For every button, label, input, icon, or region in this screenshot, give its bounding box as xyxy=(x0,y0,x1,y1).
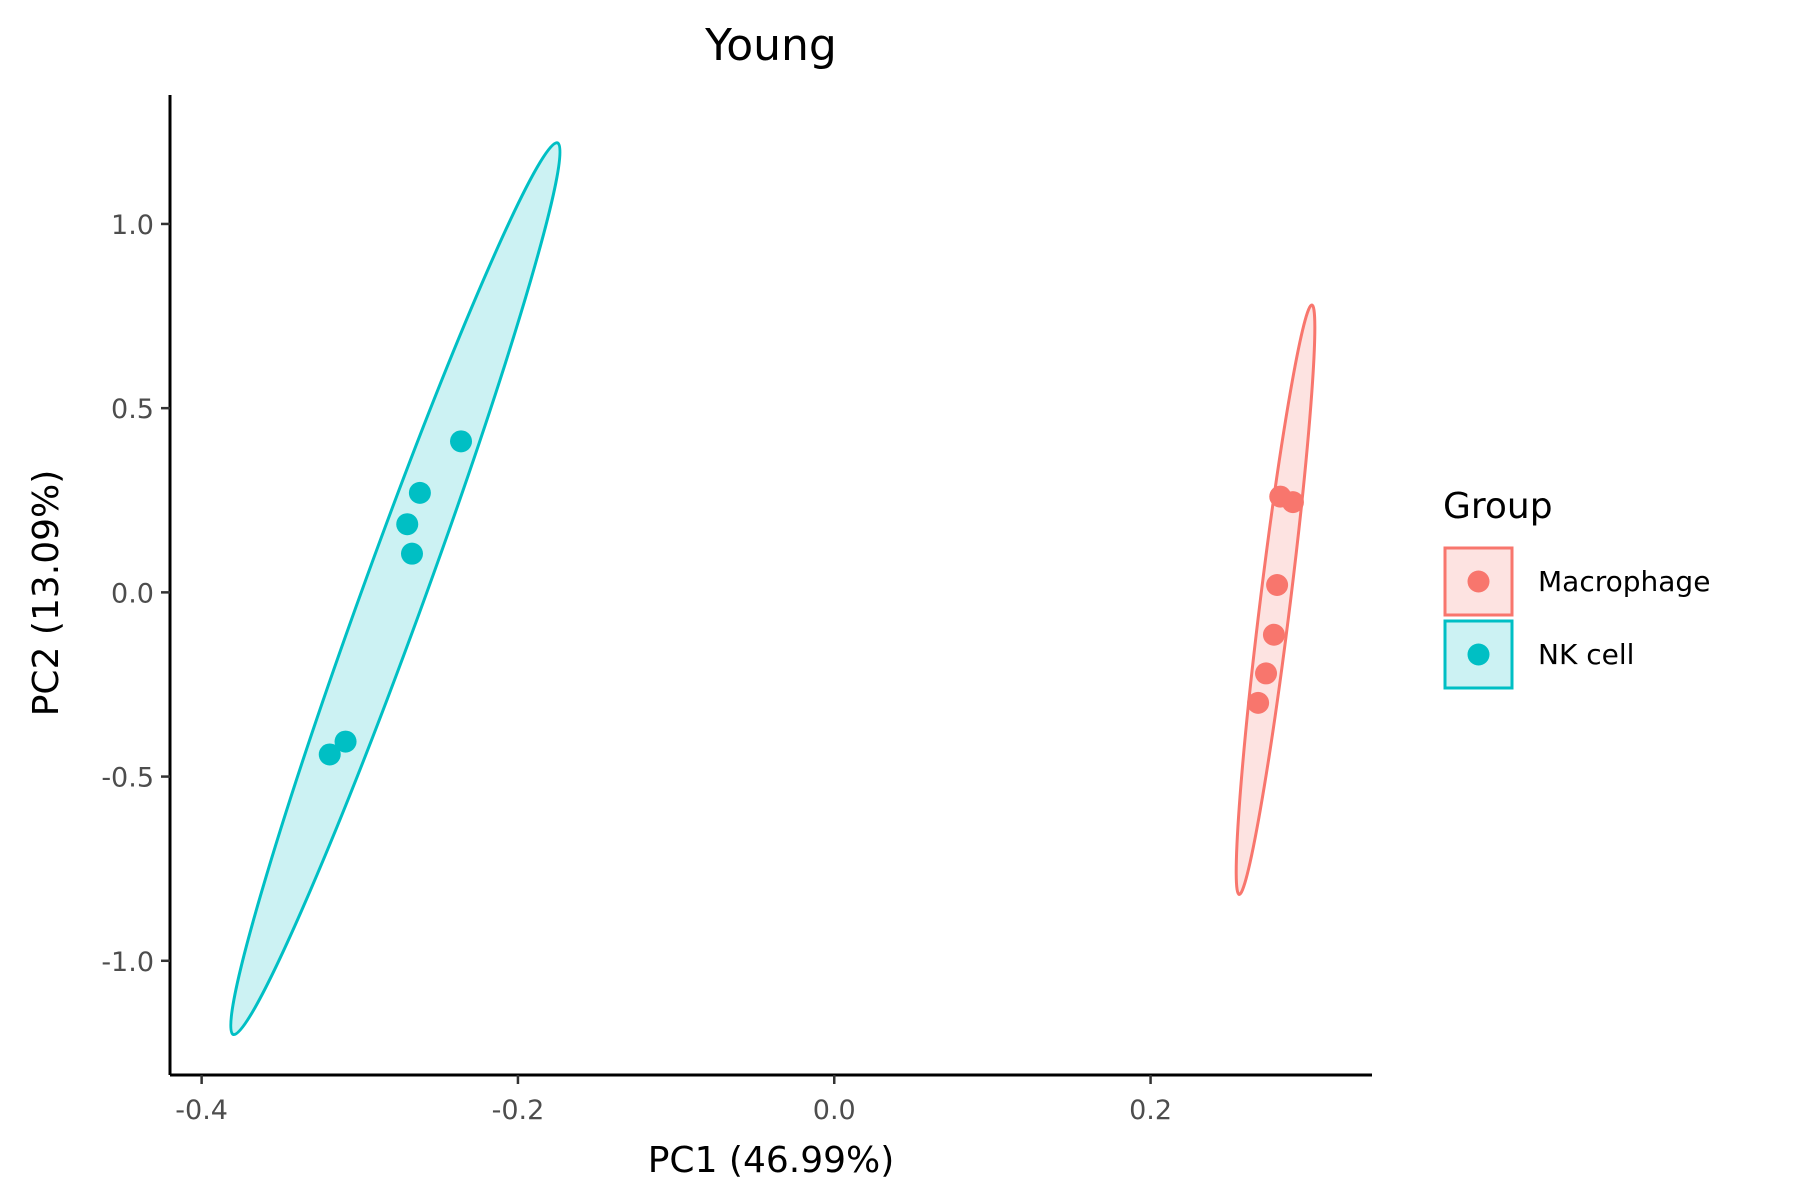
data-point xyxy=(1266,574,1289,596)
legend-label: Macrophage xyxy=(1538,565,1710,598)
data-point xyxy=(1247,691,1270,714)
data-point xyxy=(450,430,473,453)
chart-title: Young xyxy=(704,20,837,71)
y-tick-label: 0.5 xyxy=(111,394,154,425)
legend-key-point xyxy=(1467,570,1490,593)
legend-label: NK cell xyxy=(1538,638,1634,671)
legend: Group Macrophage NK cell xyxy=(1443,486,1710,690)
data-point xyxy=(400,542,423,565)
y-axis-ticks: -1.0 -0.5 0.0 0.5 1.0 xyxy=(101,210,170,978)
legend-key-point xyxy=(1467,643,1490,666)
data-point xyxy=(1262,623,1285,646)
y-tick-label: 0.0 xyxy=(111,578,154,609)
y-tick-label: -0.5 xyxy=(101,763,154,794)
y-tick-label: -1.0 xyxy=(101,947,154,978)
data-point xyxy=(334,730,357,753)
x-axis-title: PC1 (46.99%) xyxy=(648,1140,895,1181)
x-axis-ticks: -0.4 -0.2 0.0 0.2 xyxy=(175,1075,1172,1126)
data-points xyxy=(318,430,1304,766)
data-point xyxy=(396,513,419,536)
y-tick-label: 1.0 xyxy=(111,210,154,241)
data-point xyxy=(408,481,431,504)
confidence-ellipse xyxy=(1234,303,1317,896)
x-tick-label: -0.2 xyxy=(492,1095,545,1126)
data-point xyxy=(318,743,341,766)
legend-title: Group xyxy=(1443,486,1553,527)
data-point xyxy=(1255,662,1278,685)
x-tick-label: 0.2 xyxy=(1129,1095,1172,1126)
x-tick-label: 0.0 xyxy=(813,1095,856,1126)
y-axis-title: PC2 (13.09%) xyxy=(26,470,67,717)
data-point xyxy=(1281,491,1304,514)
confidence-ellipses xyxy=(229,141,1317,1037)
confidence-ellipse xyxy=(229,141,562,1037)
x-tick-label: -0.4 xyxy=(175,1095,228,1126)
